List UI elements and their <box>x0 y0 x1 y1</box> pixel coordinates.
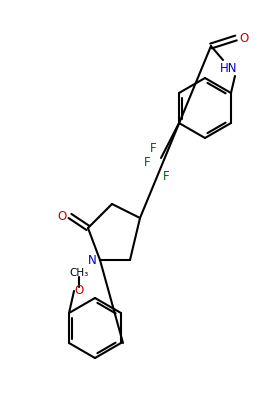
Text: CH₃: CH₃ <box>69 268 89 278</box>
Text: HN: HN <box>220 62 238 75</box>
Text: N: N <box>87 254 96 266</box>
Text: F: F <box>144 156 150 170</box>
Text: F: F <box>150 141 156 154</box>
Text: O: O <box>57 209 67 222</box>
Text: F: F <box>163 170 169 183</box>
Text: O: O <box>239 32 249 45</box>
Text: O: O <box>75 284 84 298</box>
